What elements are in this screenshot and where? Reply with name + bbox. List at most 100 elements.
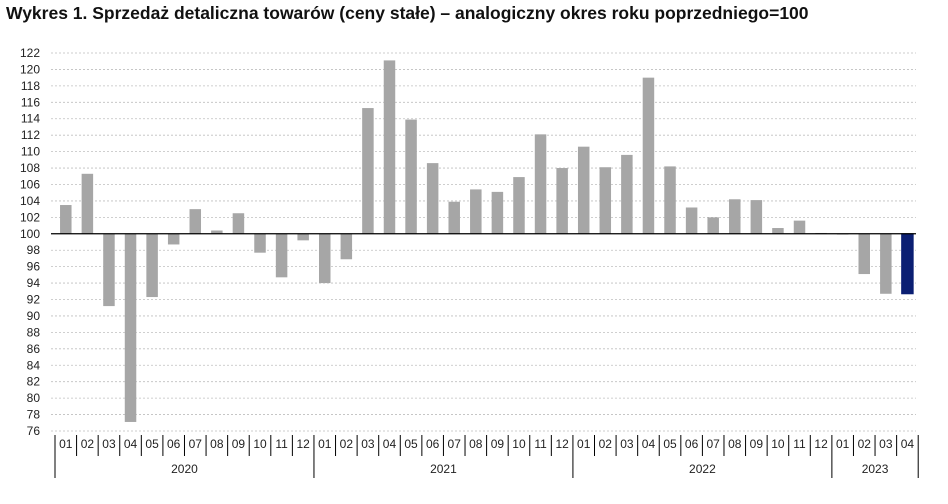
- y-tick-label: 76: [27, 424, 41, 438]
- x-tick-label: 04: [901, 437, 915, 451]
- bar: [707, 217, 719, 234]
- y-tick-label: 78: [27, 408, 41, 422]
- bar: [729, 199, 741, 234]
- x-tick-label: 02: [81, 437, 95, 451]
- year-label: 2021: [430, 462, 457, 476]
- bar: [297, 233, 309, 241]
- bar: [81, 173, 94, 234]
- bar: [880, 233, 892, 294]
- bar: [103, 233, 115, 307]
- bar: [577, 146, 590, 234]
- y-tick-label: 80: [27, 391, 41, 405]
- y-tick-label: 112: [21, 128, 40, 142]
- y-tick-label: 86: [27, 342, 41, 356]
- bar: [362, 108, 374, 234]
- bar: [211, 230, 223, 234]
- y-tick-label: 84: [27, 358, 41, 372]
- bar: [858, 233, 870, 275]
- x-tick-label: 03: [361, 437, 375, 451]
- x-tick-label: 05: [404, 437, 418, 451]
- y-tick-label: 102: [20, 210, 40, 224]
- year-label: 2020: [171, 462, 198, 476]
- bar: [556, 168, 568, 234]
- bar: [405, 119, 417, 234]
- x-tick-label: 08: [210, 437, 224, 451]
- x-tick-label: 06: [167, 437, 181, 451]
- x-tick-label: 06: [685, 437, 699, 451]
- y-tick-label: 122: [20, 46, 40, 60]
- x-tick-label: 09: [750, 437, 764, 451]
- x-tick-label: 02: [858, 437, 872, 451]
- x-tick-label: 10: [771, 437, 785, 451]
- y-tick-label: 110: [21, 145, 40, 159]
- bar: [470, 189, 482, 234]
- y-tick-label: 92: [27, 293, 41, 307]
- x-tick-label: 01: [318, 437, 332, 451]
- year-label: 2023: [862, 462, 889, 476]
- y-tick-label: 108: [20, 161, 40, 175]
- y-tick-label: 118: [21, 79, 40, 93]
- bar: [124, 233, 137, 422]
- x-tick-label: 01: [836, 437, 850, 451]
- y-tick-label: 114: [21, 112, 40, 126]
- x-tick-label: 12: [555, 437, 569, 451]
- bar: [750, 200, 763, 234]
- bar: [513, 177, 525, 234]
- x-tick-label: 07: [189, 437, 203, 451]
- bar: [146, 233, 158, 298]
- bar: [448, 201, 460, 234]
- y-tick-label: 104: [20, 194, 40, 208]
- x-tick-label: 04: [124, 437, 138, 451]
- bar: [340, 233, 353, 260]
- year-label: 2022: [689, 462, 716, 476]
- bar: [642, 77, 655, 234]
- x-tick-label: 05: [663, 437, 677, 451]
- x-tick-label: 07: [707, 437, 721, 451]
- y-tick-label: 100: [20, 227, 40, 241]
- x-tick-label: 05: [145, 437, 159, 451]
- chart-title: Wykres 1. Sprzedaż detaliczna towarów (c…: [6, 3, 809, 23]
- x-tick-label: 10: [512, 437, 526, 451]
- bar: [167, 233, 180, 245]
- bar: [319, 233, 331, 284]
- x-tick-label: 08: [728, 437, 742, 451]
- y-tick-label: 88: [27, 325, 41, 339]
- x-tick-label: 11: [534, 437, 547, 451]
- x-tick-label: 08: [469, 437, 483, 451]
- bar: [383, 60, 396, 234]
- y-tick-label: 106: [20, 177, 40, 191]
- y-tick-label: 98: [27, 243, 41, 257]
- bar: [621, 154, 633, 234]
- x-tick-label: 03: [879, 437, 893, 451]
- bar: [275, 233, 288, 278]
- x-tick-label: 02: [340, 437, 354, 451]
- bar: [793, 220, 806, 234]
- x-tick-label: 04: [383, 437, 397, 451]
- x-tick-label: 07: [448, 437, 462, 451]
- x-tick-label: 09: [232, 437, 246, 451]
- bar: [60, 205, 72, 234]
- x-tick-label: 01: [577, 437, 591, 451]
- x-tick-label: 11: [275, 437, 288, 451]
- x-tick-label: 06: [426, 437, 440, 451]
- x-tick-label: 09: [491, 437, 505, 451]
- y-tick-label: 94: [27, 276, 41, 290]
- highlighted-bar: [901, 233, 914, 295]
- x-tick-label: 03: [102, 437, 116, 451]
- y-tick-label: 82: [27, 375, 41, 389]
- x-tick-label: 11: [793, 437, 806, 451]
- bar: [534, 134, 547, 234]
- bar: [189, 209, 202, 234]
- bar: [491, 191, 504, 234]
- bar: [664, 166, 676, 234]
- bar: [685, 207, 698, 234]
- x-tick-label: 04: [642, 437, 656, 451]
- x-tick-label: 10: [253, 437, 267, 451]
- x-tick-label: 01: [59, 437, 73, 451]
- bar: [599, 167, 612, 234]
- x-tick-label: 12: [296, 437, 310, 451]
- y-tick-label: 96: [27, 260, 41, 274]
- x-tick-label: 03: [620, 437, 634, 451]
- x-tick-label: 02: [599, 437, 613, 451]
- bar: [232, 213, 245, 234]
